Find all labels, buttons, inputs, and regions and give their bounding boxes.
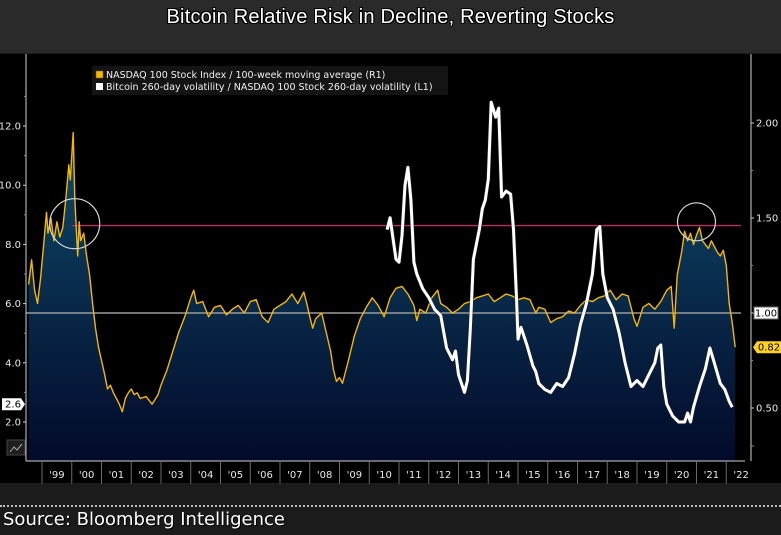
x-axis-tick-label: '12 xyxy=(436,470,451,481)
left-axis-tick-label: 10.0 xyxy=(0,181,21,192)
legend-label-nasdaq: NASDAQ 100 Stock Index / 100-week moving… xyxy=(106,70,385,81)
x-axis-tick-label: '08 xyxy=(317,470,332,481)
legend-swatch-nasdaq xyxy=(96,71,103,78)
x-axis-tick-label: '09 xyxy=(347,470,362,481)
x-axis-tick-label: '20 xyxy=(674,470,689,481)
source-bar: Source: Bloomberg Intelligence xyxy=(0,505,781,535)
x-axis-tick-label: '14 xyxy=(495,470,510,481)
left-axis-tick-label: 8.0 xyxy=(5,240,21,251)
x-axis-tick-label: '04 xyxy=(198,470,213,481)
x-axis-tick-label: '22 xyxy=(733,470,748,481)
chart-title: Bitcoin Relative Risk in Decline, Revert… xyxy=(0,6,781,29)
x-axis-tick-label: '99 xyxy=(49,470,64,481)
right-reference-label: 1.00 xyxy=(755,309,777,320)
right-axis-tick-label: 0.50 xyxy=(756,404,778,415)
x-axis-tick-label: '13 xyxy=(466,470,481,481)
x-axis-tick-label: '05 xyxy=(228,470,243,481)
left-last-value-label: 2.6 xyxy=(5,400,21,411)
x-axis-tick-label: '19 xyxy=(644,470,659,481)
x-axis-tick-label: '21 xyxy=(704,470,719,481)
x-axis-tick-label: '07 xyxy=(287,470,302,481)
legend-swatch-btc xyxy=(96,83,103,90)
x-axis-tick-label: '01 xyxy=(109,470,124,481)
right-last-value-label: 0.82 xyxy=(758,343,780,354)
source-label: Source: Bloomberg Intelligence xyxy=(3,509,285,530)
x-axis-tick-label: '03 xyxy=(168,470,183,481)
left-axis-tick-label: 4.0 xyxy=(5,358,21,369)
chart-type-icon[interactable] xyxy=(7,440,25,455)
x-axis-tick-label: '06 xyxy=(257,470,272,481)
left-axis-tick-label: 2.0 xyxy=(5,418,21,429)
legend: NASDAQ 100 Stock Index / 100-week moving… xyxy=(92,66,448,95)
x-axis-tick-label: '11 xyxy=(406,470,421,481)
chart-frame: 2.0 4.0 6.0 8.0 10.0 12.0 2.6 0.50 1.00 1.50 2.00 0… xyxy=(0,54,781,484)
right-axis-tick-label: 2.00 xyxy=(756,119,778,130)
x-axis-tick-label: '02 xyxy=(138,470,153,481)
title-bar: Bitcoin Relative Risk in Decline, Revert… xyxy=(0,0,781,53)
x-axis-tick-label: '18 xyxy=(614,470,629,481)
left-axis-tick-label: 12.0 xyxy=(0,122,21,133)
right-axis-tick-label: 1.50 xyxy=(756,214,778,225)
legend-label-btc: Bitcoin 260-day volatility / NASDAQ 100 … xyxy=(106,82,433,93)
x-axis-tick-label: '15 xyxy=(525,470,540,481)
x-axis-tick-label: '17 xyxy=(585,470,600,481)
chart-svg: 2.0 4.0 6.0 8.0 10.0 12.0 2.6 0.50 1.00 1.50 2.00 0… xyxy=(0,54,781,484)
left-axis-tick-label: 6.0 xyxy=(5,299,21,310)
x-axis-tick-label: '16 xyxy=(555,470,570,481)
x-axis-tick-label: '00 xyxy=(79,470,94,481)
x-axis-tick-label: '10 xyxy=(376,470,391,481)
